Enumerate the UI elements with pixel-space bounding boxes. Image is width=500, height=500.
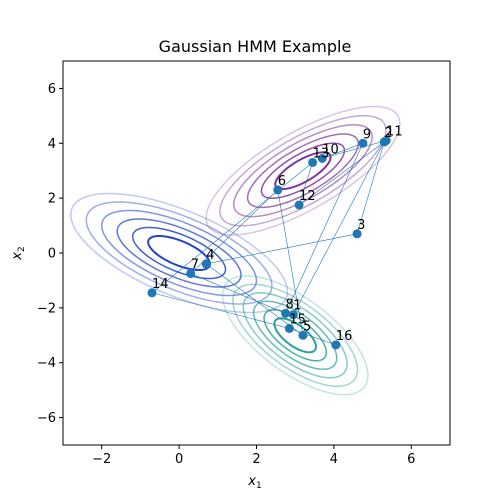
path-segment [322,143,364,159]
x-tick-label: 0 [175,452,183,467]
x-tick-label: 6 [407,452,415,467]
y-axis-label: x2 [10,246,27,260]
point-label-4: 4 [206,248,214,263]
path-segment [298,162,313,206]
point-label-8: 8 [286,297,294,312]
point-label-16: 16 [336,329,353,344]
path-segment [206,233,358,265]
data-point-9 [358,138,368,148]
data-point-16 [331,340,341,350]
point-label-7: 7 [191,258,199,273]
contour-2-level-3 [246,133,360,209]
path-segment [151,162,313,294]
x-axis-label-main: x [247,474,256,489]
data-point-6 [273,185,283,195]
contour-1-level-4 [100,209,258,297]
point-label-10: 10 [322,142,339,157]
data-point-1 [288,310,298,320]
point-label-9: 9 [363,127,371,142]
contour-3-level-4 [242,292,348,379]
x-tick-label: 2 [252,452,260,467]
point-label-5: 5 [303,319,311,334]
point-label-13: 13 [313,146,330,161]
contour-1-level-5 [85,201,273,305]
data-point-5 [298,330,308,340]
x-tick-label: 4 [330,452,338,467]
path-segment [322,140,387,159]
x-axis-label: x1 [247,474,261,491]
point-label-2: 2 [384,126,392,141]
x-tick-label: −2 [92,452,111,467]
point-label-14: 14 [152,277,169,292]
data-point-12 [294,200,304,210]
y-axis-ticks: −6 −4 −2 0 2 4 6 [37,82,63,426]
path-segment [151,292,290,329]
path-segment [190,273,286,314]
data-point-8 [281,308,291,318]
point-label-11: 11 [386,125,403,140]
data-point-10 [317,153,327,163]
contour-3-level-1 [273,317,317,354]
data-point-7 [186,269,196,279]
y-axis-label-sub: 2 [17,246,27,252]
sample-points [147,136,391,350]
x-axis-label-sub: 1 [256,481,262,491]
path-segment [277,189,304,336]
point-label-15: 15 [289,312,306,327]
data-point-15 [284,323,294,333]
y-tick-label: 2 [48,192,56,207]
data-point-11 [381,136,391,146]
point-label-1: 1 [293,299,301,314]
chart-title: Gaussian HMM Example [159,37,352,56]
path-segment [356,141,385,234]
data-point-14 [147,288,157,298]
y-axis-label-main: x [10,252,25,261]
contour-1-level-2 [131,226,227,280]
data-point-13 [308,157,318,167]
x-axis-ticks: −2 0 2 4 6 [92,445,415,467]
y-tick-label: 0 [48,247,56,262]
path-segment [289,328,336,346]
path-segment [206,263,304,336]
data-point-4 [201,259,211,269]
contour-2-level-2 [260,142,346,199]
contour-2-level-5 [219,114,387,227]
path-segment [285,143,364,314]
y-tick-label: 6 [48,82,56,97]
contour-1-level-6 [70,192,289,314]
state-path-lines [151,140,387,346]
point-label-6: 6 [278,174,286,189]
contour-3-level-6 [221,275,369,396]
y-tick-label: −2 [37,301,56,316]
point-label-12: 12 [299,189,316,204]
contour-2-level-4 [232,124,373,218]
y-tick-label: 4 [48,137,56,152]
contour-3-level-3 [252,300,338,371]
y-tick-label: −4 [37,356,56,371]
path-segment [298,140,387,206]
contour-2-level-6 [205,105,401,236]
y-tick-label: −6 [37,411,56,426]
data-point-3 [352,229,362,239]
path-segment [292,141,385,315]
contour-1-level-3 [116,218,242,288]
point-label-3: 3 [357,218,365,233]
